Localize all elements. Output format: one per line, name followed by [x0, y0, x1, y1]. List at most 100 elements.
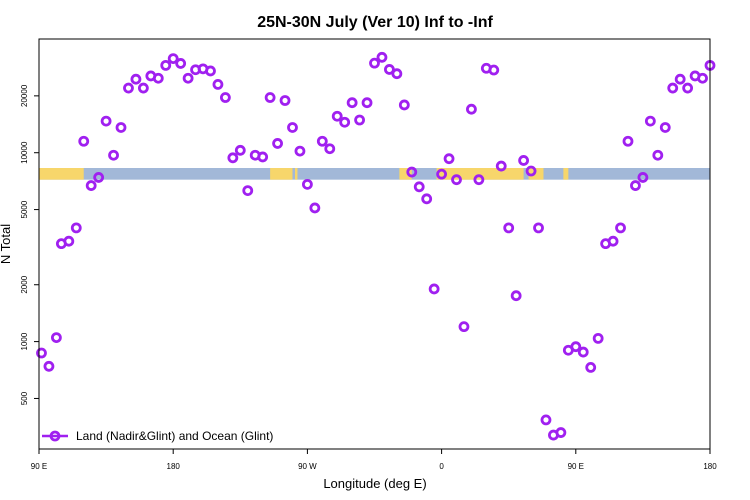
data-point: [637, 172, 649, 183]
data-point: [331, 110, 343, 122]
data-point: [50, 332, 62, 343]
data-point: [570, 341, 582, 353]
ocean-band: [39, 168, 710, 180]
data-points: [36, 51, 716, 441]
data-point: [167, 53, 179, 64]
data-point: [406, 166, 418, 178]
data-point: [70, 222, 82, 234]
data-point: [115, 122, 127, 133]
data-point: [242, 185, 254, 197]
land-segment-0: [39, 168, 84, 180]
land-segment-4: [436, 168, 524, 180]
land-segment-5: [528, 168, 544, 180]
chart-title: 25N-30N July (Ver 10) Inf to -Inf: [257, 14, 493, 31]
data-point: [152, 72, 164, 84]
legend: Land (Nadir&Glint) and Ocean (Glint): [42, 429, 273, 443]
data-point: [294, 145, 306, 157]
data-point: [182, 72, 194, 84]
y-tick-label: 2000: [20, 275, 29, 293]
data-point: [458, 321, 470, 333]
data-point: [301, 178, 313, 190]
data-point: [272, 138, 283, 149]
data-point: [674, 73, 686, 85]
data-point: [212, 78, 224, 90]
data-point: [279, 95, 291, 106]
data-point: [100, 115, 112, 127]
data-point: [264, 92, 276, 103]
data-point: [316, 135, 328, 147]
x-tick-label: 0: [439, 462, 444, 471]
y-axis: 500 1000 2000 5000 10000 20000: [20, 84, 39, 405]
data-point: [555, 427, 567, 438]
data-point: [287, 122, 298, 133]
x-tick-label: 90 E: [568, 462, 584, 471]
data-point: [93, 172, 105, 183]
data-point: [108, 149, 119, 161]
data-point: [533, 222, 544, 234]
data-point: [421, 193, 433, 205]
data-point: [205, 65, 216, 77]
data-point: [123, 82, 134, 94]
data-point: [175, 58, 187, 69]
data-point: [36, 347, 47, 359]
data-point: [503, 222, 515, 234]
data-point: [413, 181, 425, 193]
data-point: [339, 116, 351, 128]
data-point: [630, 180, 641, 191]
data-point: [622, 135, 634, 147]
data-point: [510, 290, 522, 302]
data-point: [398, 99, 410, 111]
data-point: [234, 144, 246, 156]
land-segment-1: [270, 168, 293, 180]
data-point: [592, 332, 604, 344]
data-point: [682, 82, 694, 94]
y-tick-label: 1000: [20, 332, 29, 350]
data-point: [78, 135, 90, 147]
x-tick-label: 90 W: [298, 462, 317, 471]
data-point: [615, 222, 626, 234]
legend-entry: Land (Nadir&Glint) and Ocean (Glint): [76, 429, 273, 443]
data-point: [540, 414, 552, 426]
x-axis-label: Longitude (deg E): [323, 476, 426, 491]
data-point: [652, 149, 664, 161]
data-point: [227, 152, 239, 164]
data-point: [518, 155, 530, 166]
x-tick-label: 180: [703, 462, 717, 471]
data-point: [257, 151, 269, 163]
data-point: [451, 174, 462, 186]
data-point: [219, 92, 231, 103]
x-tick-label: 180: [167, 462, 181, 471]
y-tick-label: 500: [20, 391, 29, 405]
y-axis-label: N Total: [0, 224, 13, 264]
data-point: [384, 64, 395, 75]
data-point: [495, 160, 507, 172]
data-point: [577, 346, 589, 358]
data-point: [85, 180, 97, 191]
x-axis: 90 E 180 90 W 0 90 E 180: [31, 449, 717, 471]
data-point: [43, 360, 55, 372]
data-point: [137, 82, 149, 94]
data-point: [473, 174, 485, 186]
surface-band: [39, 168, 710, 180]
data-point: [466, 103, 477, 115]
data-point: [436, 168, 448, 180]
data-point: [667, 82, 679, 94]
data-point: [63, 235, 75, 247]
data-point: [607, 235, 619, 247]
data-point: [644, 115, 656, 127]
data-point: [309, 202, 321, 214]
y-tick-label: 10000: [20, 141, 29, 164]
data-point: [346, 97, 358, 109]
data-point: [585, 362, 597, 373]
data-point: [361, 97, 373, 109]
data-point: [525, 165, 537, 177]
land-segment-3: [399, 168, 412, 180]
y-tick-label: 20000: [20, 84, 29, 107]
x-tick-label: 90 E: [31, 462, 47, 471]
legend-marker: [49, 430, 61, 442]
data-point: [369, 57, 380, 69]
data-point: [488, 64, 500, 76]
data-point: [324, 143, 336, 155]
data-point: [443, 153, 455, 165]
